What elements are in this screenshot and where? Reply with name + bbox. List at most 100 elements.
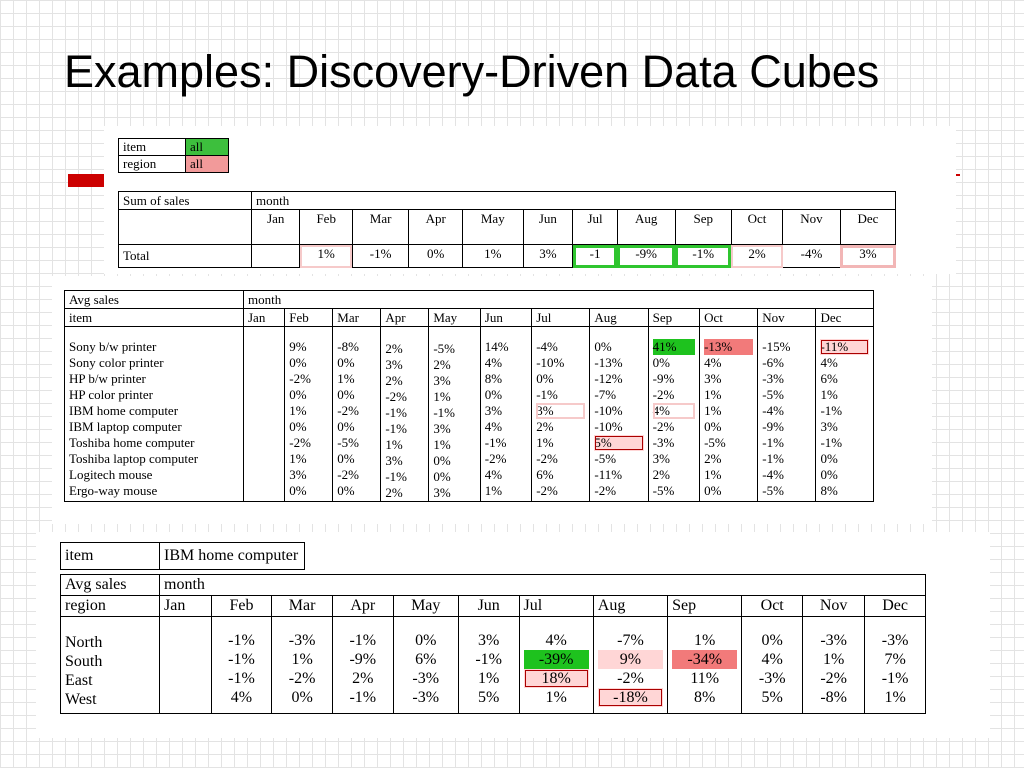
value-cell: -11% bbox=[594, 467, 623, 482]
value-cell: -7% bbox=[594, 387, 617, 402]
month-header: Jan bbox=[250, 209, 301, 245]
value-cell: -1% bbox=[433, 405, 456, 420]
item-selector-row: item IBM home computer bbox=[60, 542, 306, 570]
value-cell: -1% bbox=[536, 387, 558, 402]
value-cell: 0% bbox=[484, 387, 503, 402]
month-header: Feb bbox=[284, 308, 334, 327]
month-header: Apr bbox=[331, 595, 394, 617]
month-column: -3% 1% -2% 0% bbox=[271, 616, 333, 714]
value-cell: 0% bbox=[536, 371, 554, 386]
value-cell: 18% bbox=[523, 669, 589, 688]
region-label: South bbox=[65, 653, 103, 670]
value-cell: 0% bbox=[289, 419, 307, 434]
value-cell: -1% bbox=[484, 435, 507, 450]
value-cell: -15% bbox=[762, 339, 791, 354]
month-header: Jun bbox=[479, 308, 533, 327]
value-cell: 0% bbox=[291, 689, 313, 706]
value-cell bbox=[164, 650, 207, 669]
value-cell: -10% bbox=[594, 403, 623, 418]
header-row: Avg sales month bbox=[64, 290, 874, 309]
value-cell: -1% bbox=[820, 403, 843, 418]
value-cell: -1% bbox=[351, 244, 410, 268]
value-cell: -9% bbox=[762, 419, 784, 434]
month-header: Oct bbox=[730, 209, 784, 245]
value-cell: -3% bbox=[412, 689, 440, 706]
filter-row-region: region all bbox=[118, 155, 229, 173]
value-cell: 3% bbox=[433, 421, 451, 436]
month-column: -8% 0% 1% 0% -2% 0% -5% 0% -2% 0% bbox=[332, 326, 382, 502]
value-cell: -1% bbox=[762, 451, 784, 466]
item-label: Ergo-way mouse bbox=[69, 483, 158, 498]
value-cell bbox=[164, 688, 207, 707]
value-cell bbox=[248, 403, 280, 419]
item-label: Toshiba laptop computer bbox=[69, 451, 199, 466]
value-cell: 0% bbox=[337, 419, 355, 434]
month-column: 4% -39% 18% 1% bbox=[518, 616, 594, 714]
value-cell: -1% bbox=[475, 651, 502, 668]
region-label: East bbox=[65, 672, 93, 689]
value-cell: 0% bbox=[289, 355, 307, 370]
value-cell bbox=[164, 631, 207, 650]
value-cell: -3% bbox=[288, 632, 316, 649]
value-cell: -2% bbox=[288, 670, 316, 687]
total-row: Total 1% -1% 0% 1% 3% -1 -9% -1% 2% -4% … bbox=[118, 244, 897, 268]
month-column bbox=[242, 326, 286, 502]
value-cell: 4% bbox=[704, 355, 722, 370]
value-cell: -10% bbox=[536, 355, 565, 370]
value-cell: -1% bbox=[762, 435, 784, 450]
header-row: Sum of sales month bbox=[118, 191, 896, 210]
accent-bar-right bbox=[954, 174, 960, 176]
month-column: -4% -10% 0% -1% 3% 2% 1% -2% 6% -2% bbox=[531, 326, 591, 502]
value-cell bbox=[248, 451, 280, 467]
item-label: HP color printer bbox=[69, 387, 153, 402]
value-cell: -5% bbox=[337, 435, 359, 450]
value-cell: 4% bbox=[652, 403, 696, 419]
measure-label: Sum of sales bbox=[118, 191, 252, 210]
value-cell: -39% bbox=[523, 650, 589, 669]
value-cell: 2% bbox=[730, 244, 784, 268]
value-cell: 4% bbox=[761, 651, 783, 668]
value-cell: -2% bbox=[385, 389, 407, 404]
value-cell: -1% bbox=[674, 244, 732, 268]
item-label: Logitech mouse bbox=[69, 467, 153, 482]
value-cell: 4% bbox=[545, 632, 567, 649]
value-cell: 11% bbox=[690, 670, 720, 687]
value-cell: 4% bbox=[484, 467, 503, 482]
value-cell: 5% bbox=[478, 689, 500, 706]
value-cell: 4% bbox=[230, 689, 253, 706]
value-cell: 3% bbox=[433, 373, 451, 388]
value-cell: 0% bbox=[704, 483, 722, 498]
value-cell: -2% bbox=[652, 387, 675, 402]
value-cell: -1% bbox=[820, 435, 843, 450]
value-cell: 3% bbox=[385, 453, 403, 468]
month-header: Dec bbox=[864, 595, 926, 617]
value-cell: -10% bbox=[594, 419, 623, 434]
value-cell: -1% bbox=[228, 651, 255, 668]
value-cell: 4% bbox=[484, 419, 503, 434]
value-cell: 1% bbox=[478, 670, 500, 687]
value-cell: 7% bbox=[884, 651, 906, 668]
value-cell: -4% bbox=[782, 244, 841, 268]
month-header: Aug bbox=[592, 595, 669, 617]
header-row: Avg sales month bbox=[60, 574, 926, 596]
month-header: Jun bbox=[457, 595, 520, 617]
value-cell: -3% bbox=[820, 632, 847, 649]
value-cell: 0% bbox=[415, 632, 437, 649]
item-label: Toshiba home computer bbox=[69, 435, 195, 450]
value-cell: -4% bbox=[762, 403, 784, 418]
value-cell bbox=[248, 339, 280, 355]
value-cell: -5% bbox=[762, 387, 784, 402]
month-header: Dec bbox=[839, 209, 897, 245]
value-cell bbox=[248, 483, 280, 499]
value-cell: -8% bbox=[337, 339, 359, 354]
value-cell: -5% bbox=[433, 341, 456, 356]
month-column: 3% -1% 1% 5% bbox=[457, 616, 520, 714]
month-header: Mar bbox=[351, 209, 410, 245]
month-column: 14% 4% 8% 0% 3% 4% -1% -2% 4% 1% bbox=[479, 326, 533, 502]
slide-title: Examples: Discovery-Driven Data Cubes bbox=[64, 46, 880, 97]
month-column: 0% 4% -3% 5% bbox=[741, 616, 804, 714]
value-cell: 1% bbox=[704, 403, 722, 418]
dimension-label: month bbox=[243, 290, 874, 309]
month-column: -1% -1% -1% 4% bbox=[210, 616, 273, 714]
value-cell: 1% bbox=[299, 244, 353, 268]
